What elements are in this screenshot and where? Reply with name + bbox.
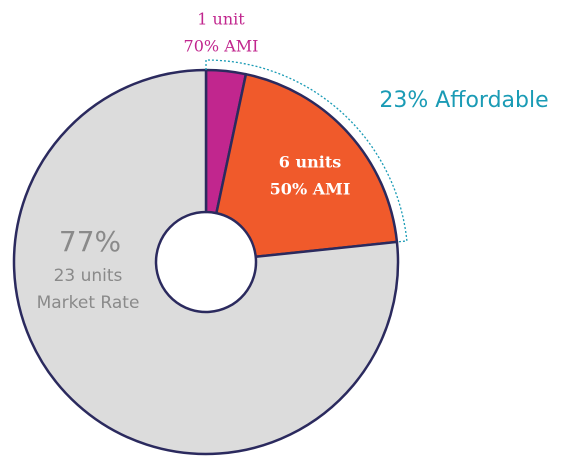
affordable-bracket (205, 59, 408, 243)
slice-value-label: 6 units (279, 153, 341, 172)
slice-value-label: 23 units (54, 266, 123, 286)
donut-slice (12, 68, 400, 456)
affordable-label: 23% Affordable (379, 88, 548, 113)
slice-category-label: 70% AMI (184, 37, 259, 56)
market-percent-label: 77% (59, 225, 121, 258)
donut-slice (215, 72, 399, 259)
slice-value-label: 1 unit (197, 10, 245, 29)
slice-category-label: 50% AMI (270, 180, 351, 199)
slice-category-label: Market Rate (37, 293, 140, 313)
